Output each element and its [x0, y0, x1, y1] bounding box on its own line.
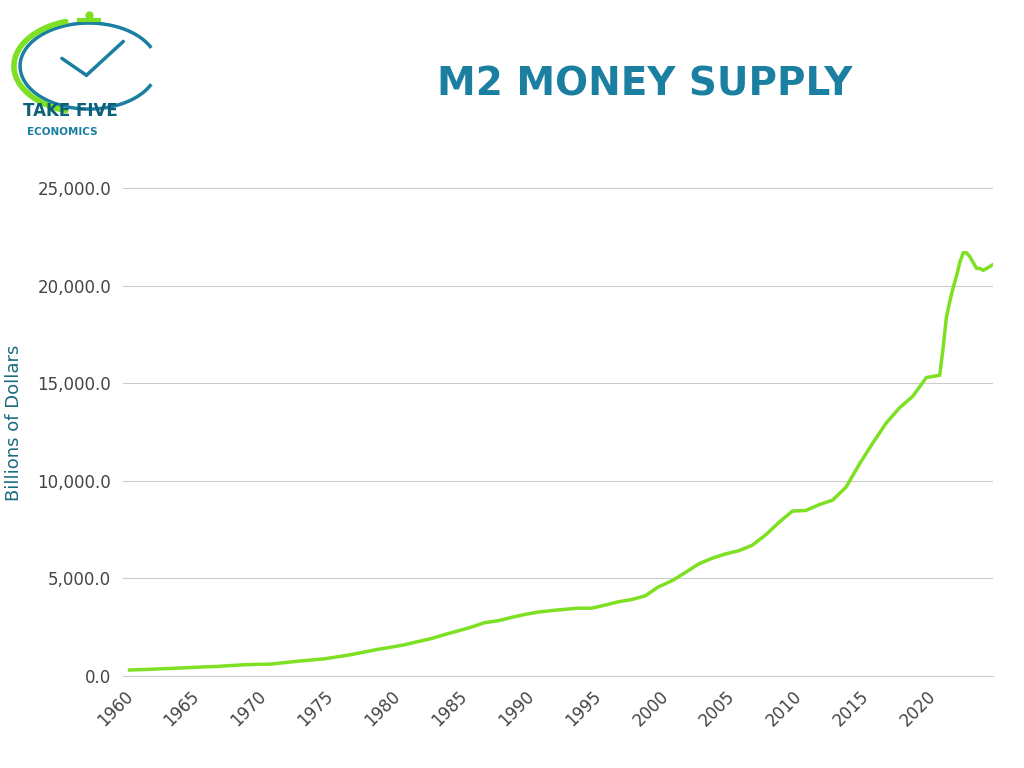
Text: TAKE FIVE: TAKE FIVE: [23, 101, 118, 120]
Text: M2 MONEY SUPPLY: M2 MONEY SUPPLY: [437, 65, 853, 103]
Y-axis label: Billions of Dollars: Billions of Dollars: [5, 344, 24, 501]
Text: ECONOMICS: ECONOMICS: [28, 127, 98, 137]
